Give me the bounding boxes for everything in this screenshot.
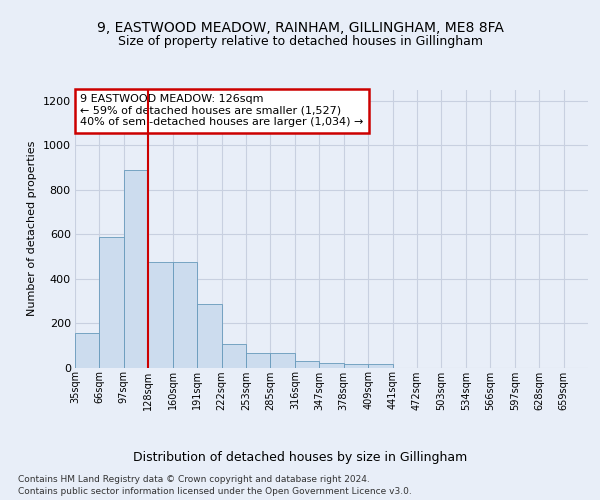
Text: 9 EASTWOOD MEADOW: 126sqm
← 59% of detached houses are smaller (1,527)
40% of se: 9 EASTWOOD MEADOW: 126sqm ← 59% of detac… (80, 94, 364, 128)
Text: 9, EASTWOOD MEADOW, RAINHAM, GILLINGHAM, ME8 8FA: 9, EASTWOOD MEADOW, RAINHAM, GILLINGHAM,… (97, 20, 503, 34)
Bar (197, 304, 221, 368)
Bar (368, 364, 392, 368)
Bar (100, 236, 124, 368)
Bar (148, 262, 173, 368)
Bar (319, 363, 344, 368)
Text: Contains HM Land Registry data © Crown copyright and database right 2024.: Contains HM Land Registry data © Crown c… (18, 474, 370, 484)
Bar (124, 170, 148, 368)
Y-axis label: Number of detached properties: Number of detached properties (27, 141, 37, 316)
Bar (271, 353, 295, 368)
Bar (246, 353, 271, 368)
Bar (221, 344, 246, 368)
Text: Contains public sector information licensed under the Open Government Licence v3: Contains public sector information licen… (18, 486, 412, 496)
Bar (75, 333, 100, 368)
Text: Distribution of detached houses by size in Gillingham: Distribution of detached houses by size … (133, 451, 467, 464)
Text: Size of property relative to detached houses in Gillingham: Size of property relative to detached ho… (118, 34, 482, 48)
Bar (295, 361, 319, 368)
Bar (173, 262, 197, 368)
Bar (344, 364, 368, 368)
